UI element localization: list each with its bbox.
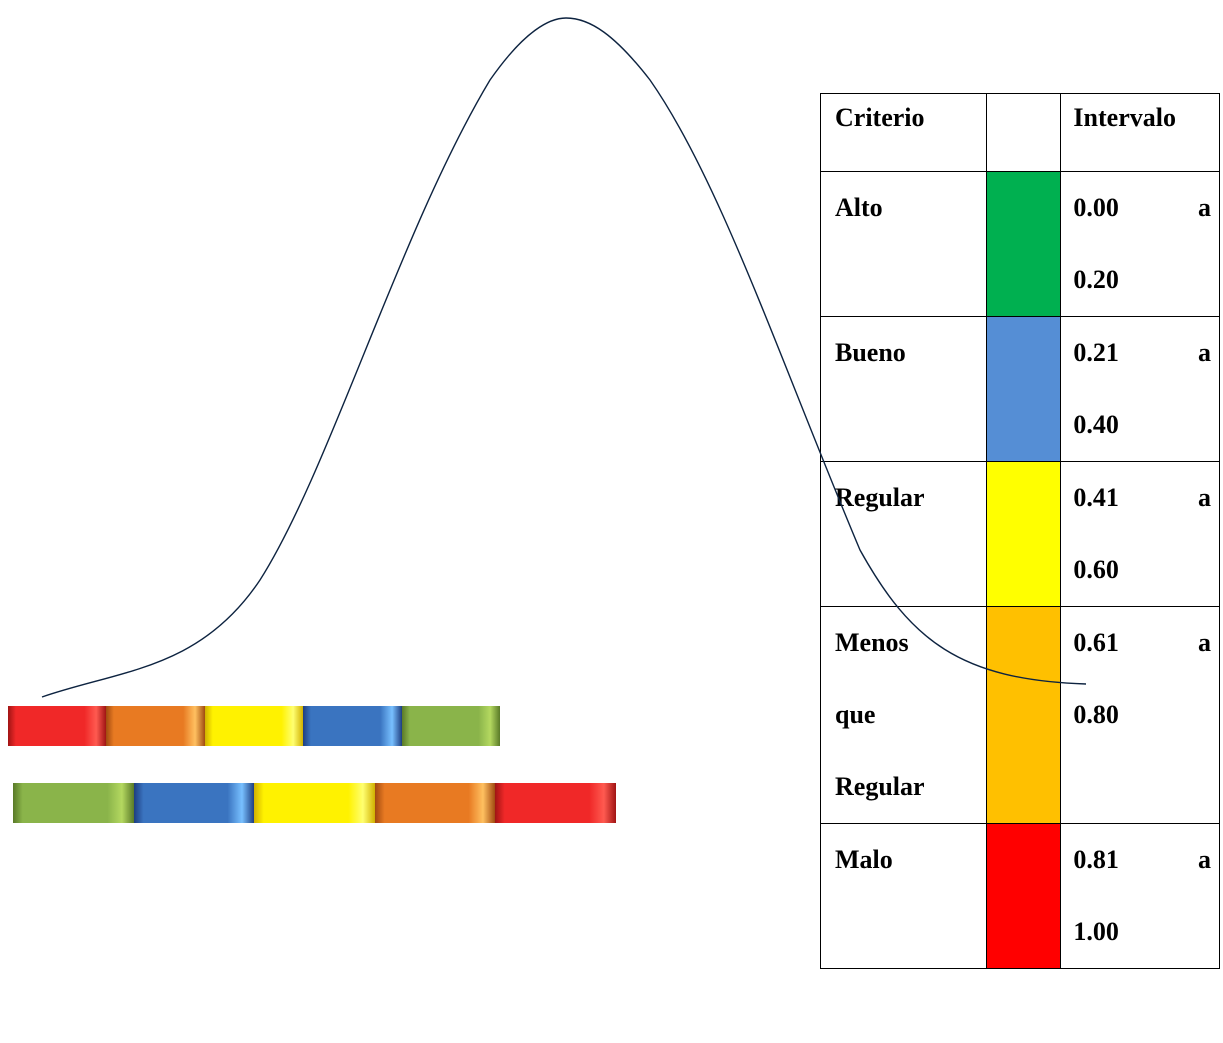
interval-from: 0.81 [1073, 845, 1119, 874]
criterio-label: Malo [835, 845, 893, 874]
color-swatch [987, 172, 1061, 316]
header-intervalo: Intervalo [1060, 93, 1220, 172]
interval-from: 0.41 [1073, 483, 1119, 512]
criterio-cell: Alto [819, 171, 988, 317]
color-scale-bar-bottom [13, 783, 616, 823]
intervalo-cell: 0.41 a 0.60 [1060, 461, 1220, 607]
table-header-row: Criterio Intervalo [819, 93, 1220, 172]
table-row: Malo 0.81 a 1.00 [819, 823, 1220, 969]
interval-from: 0.21 [1073, 338, 1119, 367]
color-swatch-cell [986, 606, 1062, 824]
interval-separator: a [1198, 628, 1211, 657]
interval-to: 0.80 [1073, 700, 1119, 729]
criterio-label: Bueno [835, 338, 906, 367]
scale-segment-green [13, 783, 134, 823]
scale-segment-yellow [254, 783, 375, 823]
criterio-label: que [835, 700, 876, 729]
criterio-label: Regular [835, 772, 925, 801]
scale-segment-orange [106, 706, 205, 746]
header-criterio: Criterio [819, 93, 988, 172]
color-swatch [987, 462, 1061, 606]
scale-segment-red [495, 783, 616, 823]
interval-separator: a [1198, 483, 1211, 512]
table-row: Menos que Regular 0.61 a 0.80 [819, 606, 1220, 824]
scale-segment-orange [374, 783, 496, 823]
interval-separator: a [1198, 193, 1211, 222]
interval-to: 0.40 [1073, 410, 1119, 439]
color-scale-bar-top [8, 706, 501, 746]
color-swatch [987, 317, 1061, 461]
criterio-cell: Menos que Regular [819, 606, 988, 824]
criterio-cell: Bueno [819, 316, 988, 462]
table-row: Alto 0.00 a 0.20 [819, 171, 1220, 317]
interval-separator: a [1198, 338, 1211, 367]
interval-to: 0.20 [1073, 265, 1119, 294]
table-body: Alto 0.00 a 0.20 Bueno 0.21 a 0.40 Regular 0.41 a 0… [819, 171, 1220, 969]
intervalo-cell: 0.00 a 0.20 [1060, 171, 1220, 317]
intervalo-cell: 0.61 a 0.80 [1060, 606, 1220, 824]
criteria-table: Criterio Intervalo Alto 0.00 a 0.20 Bueno 0.2… [819, 93, 1220, 969]
scale-segment-green [401, 706, 501, 746]
criterio-label: Menos [835, 628, 909, 657]
criterio-label: Regular [835, 483, 925, 512]
color-swatch [987, 824, 1061, 968]
interval-to: 1.00 [1073, 917, 1119, 946]
color-swatch-cell [986, 316, 1062, 462]
color-swatch-cell [986, 461, 1062, 607]
criterio-label: Alto [835, 193, 883, 222]
interval-to: 0.60 [1073, 555, 1119, 584]
intervalo-cell: 0.81 a 1.00 [1060, 823, 1220, 969]
color-swatch-cell [986, 171, 1062, 317]
scale-segment-red [8, 706, 107, 746]
criterio-cell: Malo [819, 823, 988, 969]
color-swatch-cell [986, 823, 1062, 969]
scale-segment-yellow [204, 706, 304, 746]
table-row: Bueno 0.21 a 0.40 [819, 316, 1220, 462]
interval-from: 0.00 [1073, 193, 1119, 222]
criterio-cell: Regular [819, 461, 988, 607]
interval-from: 0.61 [1073, 628, 1119, 657]
scale-segment-blue [133, 783, 255, 823]
interval-separator: a [1198, 845, 1211, 874]
table-row: Regular 0.41 a 0.60 [819, 461, 1220, 607]
header-color [986, 93, 1062, 172]
scale-segment-blue [303, 706, 402, 746]
color-swatch [987, 607, 1061, 823]
intervalo-cell: 0.21 a 0.40 [1060, 316, 1220, 462]
